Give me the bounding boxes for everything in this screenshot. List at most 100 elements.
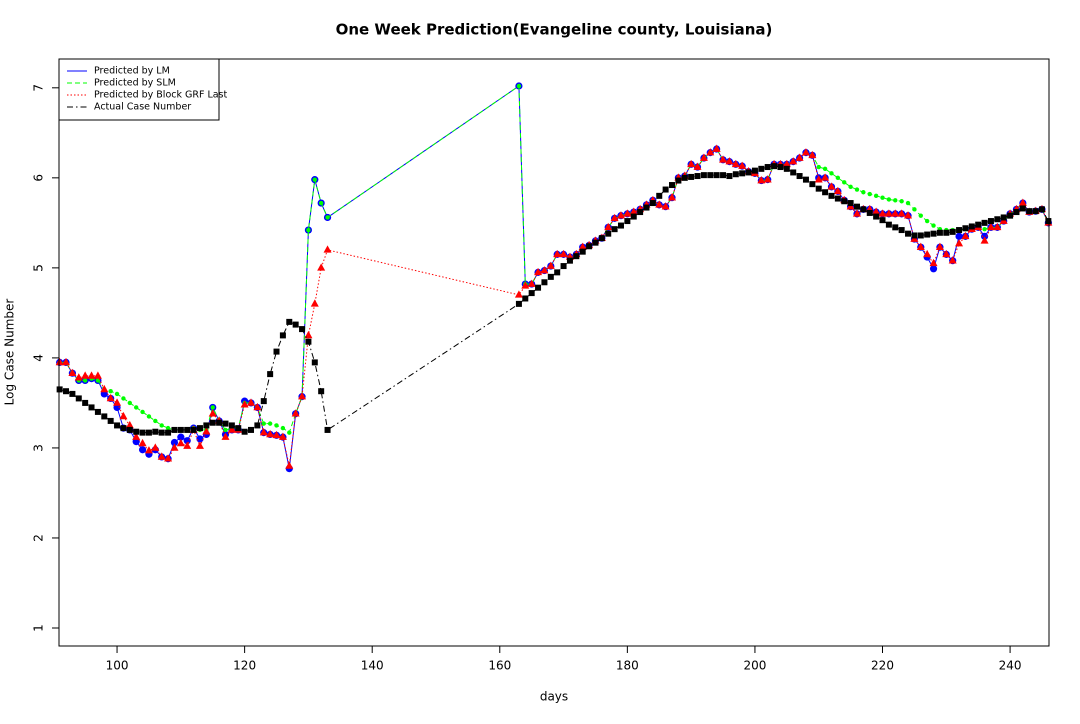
point — [312, 177, 317, 182]
point — [82, 399, 89, 406]
point — [604, 222, 613, 231]
point — [656, 192, 663, 199]
point — [235, 425, 242, 432]
point — [681, 174, 688, 181]
point — [956, 227, 963, 234]
point — [153, 418, 158, 424]
point — [975, 221, 982, 228]
point — [872, 207, 881, 215]
point — [253, 402, 262, 411]
point — [195, 441, 204, 449]
point — [203, 422, 210, 429]
point — [291, 409, 300, 417]
point — [911, 232, 918, 239]
point — [586, 243, 593, 250]
point — [69, 390, 76, 397]
point — [924, 231, 931, 238]
point — [713, 172, 720, 179]
point — [980, 232, 989, 240]
point — [1019, 205, 1026, 212]
point — [853, 203, 860, 210]
point — [885, 221, 892, 228]
point — [516, 83, 522, 89]
point — [655, 200, 664, 208]
point — [739, 170, 746, 177]
point — [731, 159, 740, 168]
point — [930, 230, 937, 237]
point — [120, 425, 127, 432]
point — [924, 218, 930, 224]
point — [164, 454, 173, 462]
point — [106, 393, 115, 402]
y-axis-label: Log Case Number — [3, 299, 17, 406]
point — [905, 230, 912, 237]
point — [554, 269, 561, 276]
point — [610, 213, 619, 222]
point — [623, 209, 632, 217]
point — [649, 200, 656, 207]
point — [809, 181, 816, 188]
point — [223, 427, 228, 433]
point — [948, 256, 957, 264]
point — [304, 330, 313, 339]
point — [848, 184, 853, 190]
point — [93, 371, 102, 379]
point — [694, 173, 701, 180]
point — [534, 267, 543, 276]
point — [184, 426, 191, 433]
point — [842, 180, 847, 185]
point — [796, 173, 803, 180]
point — [287, 430, 292, 435]
point — [662, 186, 669, 193]
point — [540, 266, 549, 274]
point — [528, 290, 535, 297]
point — [790, 169, 797, 176]
point — [114, 422, 121, 429]
point — [962, 225, 969, 232]
point — [305, 338, 312, 345]
point — [706, 148, 715, 156]
point — [514, 290, 523, 298]
point — [566, 257, 573, 264]
point — [579, 248, 586, 255]
point — [87, 371, 96, 379]
point — [898, 227, 905, 234]
point — [782, 159, 791, 168]
point — [515, 300, 522, 307]
point — [751, 167, 758, 174]
point — [905, 200, 911, 206]
point — [280, 425, 286, 431]
point — [209, 419, 216, 426]
point — [522, 295, 529, 302]
point — [929, 258, 938, 267]
point — [829, 171, 834, 176]
point — [285, 461, 294, 469]
point — [113, 398, 122, 406]
point — [630, 213, 637, 220]
point — [121, 396, 126, 401]
point — [592, 239, 599, 246]
point — [170, 438, 179, 447]
point — [107, 417, 114, 424]
point — [891, 209, 900, 217]
point — [661, 202, 670, 210]
point — [802, 176, 809, 183]
point — [55, 357, 64, 366]
point — [100, 384, 109, 393]
point — [886, 197, 892, 202]
point — [732, 171, 739, 178]
point — [241, 428, 248, 435]
point — [317, 263, 326, 271]
point — [310, 299, 319, 307]
point — [165, 429, 172, 436]
y-tick-label: 5 — [32, 264, 46, 272]
point — [873, 193, 879, 199]
point — [986, 222, 995, 231]
point — [935, 242, 944, 250]
point — [699, 153, 708, 161]
point — [852, 209, 861, 217]
legend-label: Predicted by Block GRF Last — [94, 90, 228, 101]
point — [637, 209, 644, 216]
point — [931, 223, 936, 228]
